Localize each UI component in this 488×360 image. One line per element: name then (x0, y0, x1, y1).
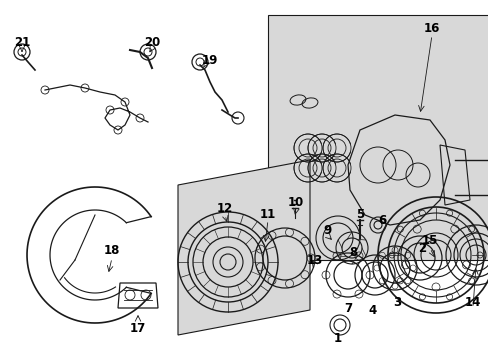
Text: 14: 14 (464, 296, 480, 309)
Text: 2: 2 (417, 242, 425, 255)
Text: 19: 19 (202, 54, 218, 67)
Text: 1: 1 (333, 332, 342, 345)
Text: 16: 16 (423, 22, 439, 35)
Text: 9: 9 (323, 224, 331, 237)
Text: 11: 11 (259, 208, 276, 221)
Text: 8: 8 (348, 246, 356, 258)
Text: 12: 12 (217, 202, 233, 215)
Text: 10: 10 (287, 195, 304, 208)
Text: 3: 3 (392, 296, 400, 309)
Text: 4: 4 (368, 303, 376, 316)
Polygon shape (178, 160, 309, 335)
Text: 17: 17 (130, 321, 146, 334)
Polygon shape (267, 15, 488, 260)
Text: 7: 7 (343, 302, 351, 315)
Text: 21: 21 (14, 36, 30, 49)
Text: 6: 6 (377, 213, 386, 226)
Text: 5: 5 (355, 208, 364, 221)
Text: 20: 20 (143, 36, 160, 49)
Text: 18: 18 (103, 243, 120, 256)
Text: 13: 13 (306, 253, 323, 266)
Text: 15: 15 (421, 234, 437, 247)
